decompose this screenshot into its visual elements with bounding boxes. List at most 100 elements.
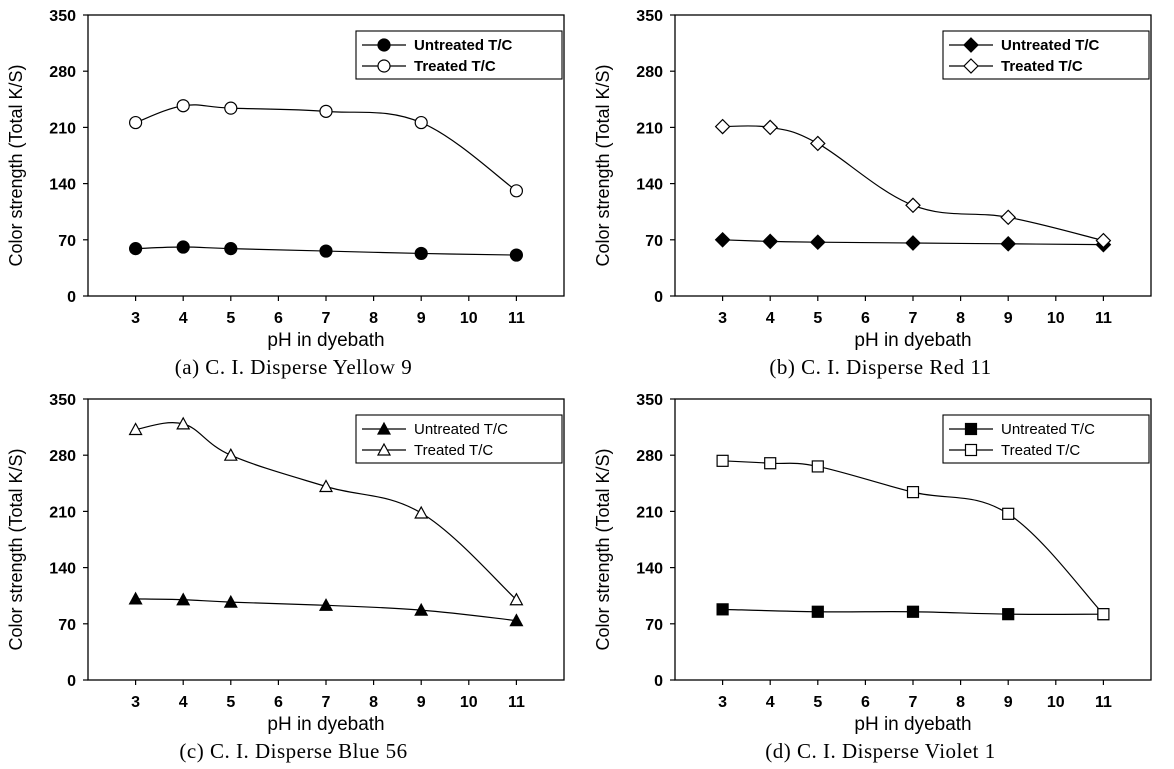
- x-tick-label: 7: [909, 310, 918, 327]
- chart-caption: (c) C. I. Disperse Blue 56: [179, 739, 408, 763]
- chart-panel-d: 0 70 140 210 280 350 3 4 5 6 7 8 9 10 11 pH in dyebath C…: [587, 384, 1174, 768]
- legend-label: Untreated T/C: [1001, 421, 1095, 438]
- data-point-marker: [414, 115, 428, 130]
- data-point-marker: [377, 59, 391, 73]
- chart-panel-c: 0 70 140 210 280 350 3 4 5 6 7 8 9 10 11 pH in dyebath C…: [0, 384, 587, 768]
- chart-b-svg: 0 70 140 210 280 350 3 4 5 6 7 8 9 10 11 pH in dyebath C…: [593, 8, 1152, 351]
- y-tick-label: 350: [636, 392, 663, 409]
- legend: Untreated T/C Treated T/C: [355, 414, 563, 464]
- legend-box: [355, 30, 563, 80]
- data-point-marker: [963, 37, 979, 53]
- y-tick-label: 350: [49, 8, 76, 25]
- x-tick-label: 4: [179, 694, 188, 711]
- chart-caption: (b) C. I. Disperse Red 11: [769, 355, 992, 379]
- x-tick-label: 11: [1095, 694, 1112, 711]
- x-tick-label: 3: [131, 694, 140, 711]
- data-point-marker: [716, 603, 729, 616]
- data-point-marker: [811, 605, 824, 618]
- series-treated: [129, 99, 524, 198]
- legend-label: Treated T/C: [1001, 442, 1080, 459]
- x-tick-label: 8: [956, 310, 965, 327]
- y-tick-label: 0: [67, 673, 76, 690]
- data-point-marker: [809, 135, 826, 152]
- x-tick-label: 4: [179, 310, 188, 327]
- data-point-marker: [964, 443, 978, 457]
- series-line: [722, 125, 1104, 242]
- data-point-marker: [223, 447, 238, 461]
- legend-label: Treated T/C: [414, 442, 493, 459]
- x-axis-label: pH in dyebath: [854, 330, 971, 351]
- data-point-marker: [176, 99, 190, 113]
- legend-label: Treated T/C: [414, 58, 496, 75]
- x-tick-label: 10: [460, 694, 478, 711]
- data-point-marker: [906, 486, 920, 499]
- data-point-marker: [176, 592, 191, 606]
- y-tick-label: 0: [654, 673, 663, 690]
- data-point-marker: [714, 231, 731, 248]
- y-tick-label: 70: [58, 233, 76, 250]
- x-tick-label: 5: [813, 694, 822, 711]
- legend-label: Untreated T/C: [1001, 37, 1100, 54]
- chart-a-svg: 0 70 140 210 280 350 3 4 5 6 7 8 9 10 11 pH in dyebath C…: [6, 8, 565, 351]
- chart-panel-b: 0 70 140 210 280 350 3 4 5 6 7 8 9 10 11 pH in dyebath C…: [587, 0, 1174, 384]
- data-point-marker: [414, 505, 429, 519]
- y-tick-label: 210: [636, 120, 663, 137]
- data-point-marker: [1095, 232, 1112, 249]
- y-tick-label: 210: [49, 120, 76, 137]
- x-tick-label: 5: [813, 310, 822, 327]
- series-untreated: [128, 591, 524, 627]
- data-point-marker: [509, 184, 524, 198]
- data-point-marker: [906, 605, 920, 618]
- data-point-marker: [1002, 608, 1015, 621]
- y-axis-label: Color strength (Total K/S): [593, 448, 613, 650]
- data-point-marker: [811, 460, 824, 473]
- y-tick-label: 70: [58, 617, 76, 634]
- chart-panel-a: 0 70 140 210 280 350 3 4 5 6 7 8 9 10 11 pH in dyebath C…: [0, 0, 587, 384]
- x-axis-label: pH in dyebath: [854, 714, 971, 735]
- data-point-marker: [224, 101, 238, 115]
- y-tick-label: 140: [49, 561, 76, 578]
- y-axis-label: Color strength (Total K/S): [6, 64, 26, 266]
- y-tick-label: 350: [49, 392, 76, 409]
- x-tick-label: 6: [861, 694, 870, 711]
- series-treated: [714, 118, 1112, 249]
- y-tick-label: 210: [636, 504, 663, 521]
- data-point-marker: [318, 598, 334, 611]
- chart-c-svg: 0 70 140 210 280 350 3 4 5 6 7 8 9 10 11 pH in dyebath C…: [6, 392, 565, 735]
- x-tick-label: 6: [861, 310, 870, 327]
- x-tick-label: 11: [508, 310, 525, 327]
- x-tick-label: 5: [226, 694, 235, 711]
- data-point-marker: [1002, 507, 1015, 520]
- data-point-marker: [509, 248, 524, 262]
- legend-label: Untreated T/C: [414, 421, 508, 438]
- data-point-marker: [376, 421, 392, 435]
- x-tick-label: 6: [274, 310, 283, 327]
- series-untreated: [716, 603, 1110, 621]
- legend: Untreated T/C Treated T/C: [942, 30, 1150, 80]
- y-axis-label: Color strength (Total K/S): [6, 448, 26, 650]
- chart-caption: (a) C. I. Disperse Yellow 9: [174, 355, 413, 379]
- data-point-marker: [129, 242, 143, 256]
- data-point-marker: [509, 613, 524, 627]
- series-untreated: [714, 231, 1112, 253]
- y-tick-label: 70: [645, 617, 663, 634]
- x-tick-label: 11: [1095, 310, 1112, 327]
- x-tick-label: 7: [322, 694, 331, 711]
- x-tick-label: 3: [718, 694, 727, 711]
- data-point-marker: [1000, 209, 1017, 226]
- data-point-marker: [414, 246, 428, 261]
- y-tick-label: 0: [654, 289, 663, 306]
- legend-label: Untreated T/C: [414, 37, 513, 54]
- y-tick-label: 140: [49, 177, 76, 194]
- x-tick-label: 4: [766, 310, 775, 327]
- data-point-marker: [762, 119, 779, 136]
- y-tick-label: 70: [645, 233, 663, 250]
- series-treated: [128, 416, 524, 606]
- legend-label: Treated T/C: [1001, 58, 1083, 75]
- x-tick-label: 6: [274, 694, 283, 711]
- y-tick-label: 210: [49, 504, 76, 521]
- x-axis-label: pH in dyebath: [267, 330, 384, 351]
- legend: Untreated T/C Treated T/C: [942, 414, 1150, 464]
- data-point-marker: [376, 442, 392, 456]
- y-tick-label: 350: [636, 8, 663, 25]
